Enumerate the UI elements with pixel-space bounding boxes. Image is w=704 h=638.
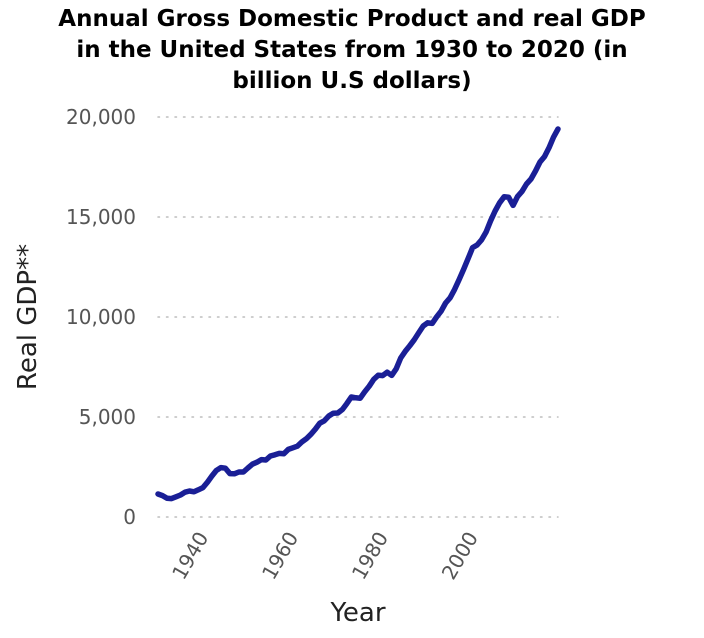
y-tick-label: 5,000 xyxy=(79,405,136,429)
y-axis-title: Real GDP** xyxy=(13,244,43,390)
y-axis-tick-labels: 0 5,000 10,000 15,000 20,000 xyxy=(66,105,136,529)
x-axis-tick-labels: 1940 1960 1980 2000 xyxy=(167,528,483,584)
gridlines xyxy=(157,116,559,518)
y-tick-label: 15,000 xyxy=(66,205,136,229)
series-line-real-gdp xyxy=(155,126,561,502)
y-tick-label: 20,000 xyxy=(66,105,136,129)
y-tick-label: 10,000 xyxy=(66,305,136,329)
chart-title-line-1: Annual Gross Domestic Product and real G… xyxy=(58,6,646,32)
chart-title-line-2: in the United States from 1930 to 2020 (… xyxy=(76,37,628,63)
chart-title: Annual Gross Domestic Product and real G… xyxy=(0,4,704,97)
y-tick-label: 0 xyxy=(123,505,136,529)
x-tick-label: 1940 xyxy=(167,528,213,584)
x-tick-label: 2000 xyxy=(437,528,483,584)
x-tick-label: 1960 xyxy=(257,528,303,584)
x-tick-label: 1980 xyxy=(347,528,393,584)
x-axis-title: Year xyxy=(329,598,385,628)
chart-title-line-3: billion U.S dollars) xyxy=(232,68,472,94)
